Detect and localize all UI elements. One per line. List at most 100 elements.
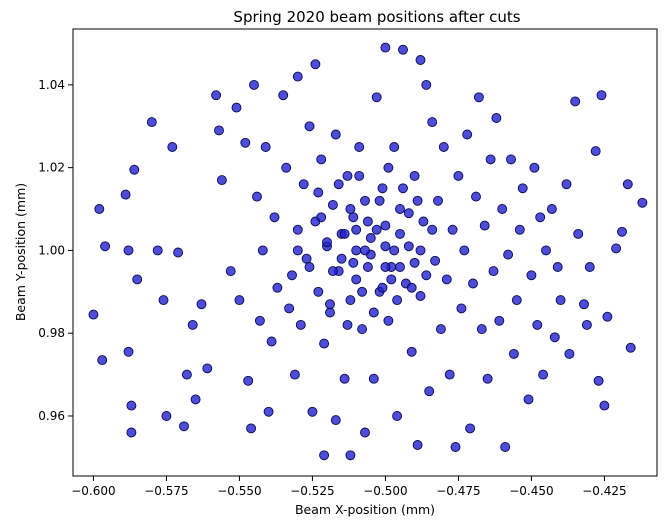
data-point [371, 224, 382, 235]
data-point [503, 249, 514, 260]
data-point [298, 179, 309, 190]
data-point [482, 373, 493, 384]
data-point [333, 179, 344, 190]
data-point [570, 96, 581, 107]
data-point [418, 216, 429, 227]
x-tick-label: −0.475 [436, 484, 480, 498]
data-point [497, 204, 508, 214]
data-point [330, 415, 341, 426]
data-point [430, 255, 441, 266]
data-point [362, 216, 373, 227]
data-point [304, 262, 315, 272]
data-point [403, 241, 414, 252]
x-tick-label: −0.450 [509, 484, 553, 498]
data-point [599, 400, 610, 411]
data-point [327, 266, 338, 277]
data-point [129, 164, 140, 175]
y-tick-label: 0.96 [38, 409, 65, 423]
data-point [427, 224, 438, 235]
data-point [272, 282, 283, 293]
data-point [292, 71, 303, 82]
data-point [269, 212, 280, 223]
data-point [371, 92, 382, 103]
data-point [523, 394, 534, 405]
data-point [386, 274, 397, 285]
data-point [479, 220, 490, 231]
data-point [325, 307, 335, 318]
data-point [611, 243, 622, 254]
data-point [637, 197, 648, 208]
data-point [263, 406, 274, 417]
data-point [538, 369, 549, 380]
data-point [240, 137, 251, 148]
data-point [173, 247, 184, 258]
data-point [94, 204, 105, 214]
data-point [216, 175, 227, 186]
x-tick-label: −0.550 [217, 484, 261, 498]
data-point [181, 369, 192, 380]
data-point [529, 162, 540, 173]
data-point [322, 237, 332, 248]
data-point [88, 309, 99, 320]
data-point [246, 423, 257, 434]
data-point [310, 59, 321, 70]
data-point [120, 189, 131, 200]
data-point [330, 129, 341, 140]
data-point [444, 369, 455, 380]
data-point [473, 92, 484, 103]
data-point [284, 303, 295, 314]
data-point [409, 257, 420, 268]
data-point [511, 295, 522, 306]
y-axis-ticks: 0.96 0.98 1.00 1.02 1.04 [38, 78, 73, 423]
data-point [167, 142, 178, 152]
data-point [412, 440, 423, 450]
data-point [579, 299, 589, 310]
data-point [374, 195, 385, 206]
data-point [380, 241, 391, 252]
data-point [532, 319, 543, 330]
data-point [392, 295, 403, 306]
data-point [476, 324, 487, 335]
data-point [351, 274, 362, 285]
data-point [427, 117, 438, 128]
data-point [368, 373, 379, 384]
data-point [415, 291, 426, 301]
data-point [494, 315, 505, 326]
data-point [158, 295, 169, 306]
data-point [368, 307, 379, 318]
data-point [584, 262, 595, 272]
data-point [424, 386, 435, 397]
data-point [316, 154, 327, 165]
data-point [345, 295, 356, 306]
data-point [596, 90, 607, 101]
data-point [485, 154, 496, 165]
data-point [415, 55, 426, 65]
data-point [281, 162, 292, 173]
data-point [348, 257, 359, 268]
data-point [395, 228, 405, 239]
data-point [295, 319, 306, 330]
data-point [257, 245, 268, 256]
x-axis-ticks: −0.600 −0.575 −0.550 −0.525 −0.500 −0.475 −0.4… [71, 476, 627, 498]
data-point [342, 319, 353, 330]
data-point [339, 228, 350, 239]
data-point [403, 208, 414, 219]
x-tick-label: −0.600 [71, 484, 115, 498]
data-point [179, 421, 189, 432]
data-point [342, 170, 353, 181]
data-point [336, 253, 347, 264]
data-point [254, 315, 265, 326]
data-point [383, 162, 394, 173]
data-point [146, 117, 157, 128]
x-tick-label: −0.525 [290, 484, 334, 498]
data-point [211, 90, 222, 101]
y-axis-label: Beam Y-position (mm) [13, 183, 28, 321]
data-point [389, 245, 400, 256]
data-point [380, 262, 391, 272]
data-point [412, 195, 423, 206]
plot-frame [72, 28, 658, 477]
x-tick-label: −0.500 [363, 484, 407, 498]
data-point [301, 253, 312, 264]
data-point [278, 90, 289, 101]
